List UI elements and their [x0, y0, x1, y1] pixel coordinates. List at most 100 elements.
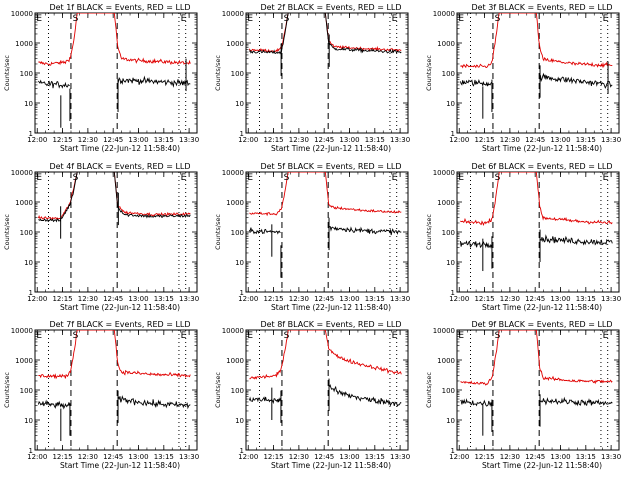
interval-letter: E [458, 331, 464, 341]
y-axis-label: Counts/sec [214, 55, 222, 91]
chart-panel: 1 10 100 1000 10000 12:00 12:15 12:30 12:45 13:00… [214, 320, 410, 470]
x-tick-label: 12:45 [103, 295, 123, 303]
y-tick-label: 1 [451, 130, 455, 138]
y-tick-label: 100 [231, 70, 244, 78]
series-line [460, 398, 493, 407]
interval-letter: S [284, 14, 290, 24]
x-tick-label: 12:00 [238, 295, 258, 303]
y-tick-label: 1 [29, 447, 33, 455]
y-tick-label: 1 [240, 130, 244, 138]
interval-letter: E [247, 14, 253, 24]
x-tick-label: 12:15 [474, 136, 494, 144]
x-tick-label: 13:30 [601, 136, 621, 144]
y-tick-label: 1 [29, 130, 33, 138]
series-line [248, 227, 281, 235]
x-axis-label: Start Time (22-Jun-12 11:58:40) [482, 461, 602, 470]
x-tick-label: 12:15 [263, 295, 283, 303]
series-line [249, 13, 402, 55]
x-tick-label: 12:30 [78, 295, 98, 303]
y-axis-label: Counts/sec [214, 214, 222, 250]
x-axis-label: Start Time (22-Jun-12 11:58:40) [271, 303, 391, 312]
x-tick-label: 13:15 [576, 453, 596, 461]
series-line [248, 13, 402, 53]
series-line [249, 330, 402, 380]
series-line [117, 395, 191, 410]
y-tick-label: 10 [235, 100, 244, 108]
y-tick-label: 1000 [226, 357, 244, 365]
x-tick-label: 12:45 [103, 136, 123, 144]
series-line [460, 13, 613, 69]
chart-title: Det 2f BLACK = Events, RED = LLD [260, 3, 401, 12]
interval-letter: E [36, 331, 42, 341]
x-axis-label: Start Time (22-Jun-12 11:58:40) [60, 461, 180, 470]
x-axis-label: Start Time (22-Jun-12 11:58:40) [271, 144, 391, 153]
y-axis-label: Counts/sec [3, 55, 11, 91]
chart-title: Det 5f BLACK = Events, RED = LLD [260, 162, 401, 171]
x-tick-label: 12:45 [314, 453, 334, 461]
y-tick-label: 10 [446, 100, 455, 108]
interval-letter: S [284, 331, 290, 341]
interval-letter: E [603, 14, 609, 24]
x-tick-label: 12:15 [474, 453, 494, 461]
chart-title: Det 8f BLACK = Events, RED = LLD [260, 320, 401, 329]
series-line [249, 172, 402, 217]
chart-title: Det 7f BLACK = Events, RED = LLD [49, 320, 190, 329]
x-tick-label: 12:30 [500, 136, 520, 144]
series-line [459, 79, 492, 87]
interval-letter: E [247, 173, 253, 183]
x-tick-label: 12:30 [289, 295, 309, 303]
y-tick-label: 1 [240, 447, 244, 455]
y-tick-label: 10000 [11, 10, 33, 18]
y-tick-label: 10 [24, 100, 33, 108]
series-line [37, 172, 191, 220]
series-line [37, 399, 71, 410]
series-line [248, 396, 282, 405]
y-tick-label: 10000 [433, 169, 455, 177]
x-tick-label: 12:45 [314, 136, 334, 144]
x-tick-label: 13:15 [154, 136, 174, 144]
x-tick-label: 12:00 [27, 295, 47, 303]
x-tick-label: 12:00 [27, 453, 47, 461]
x-axis-label: Start Time (22-Jun-12 11:58:40) [271, 461, 391, 470]
x-tick-label: 13:15 [576, 295, 596, 303]
y-axis-label: Counts/sec [3, 214, 11, 250]
interval-letter: S [73, 14, 79, 24]
x-axis-label: Start Time (22-Jun-12 11:58:40) [60, 144, 180, 153]
x-tick-label: 12:00 [238, 136, 258, 144]
chart-panel: 1 10 100 1000 10000 12:00 12:15 12:30 12:45 13:00… [3, 162, 199, 312]
y-axis-label: Counts/sec [425, 214, 433, 250]
x-tick-label: 13:15 [154, 295, 174, 303]
y-tick-label: 10000 [11, 169, 33, 177]
y-tick-label: 10000 [222, 327, 244, 335]
x-tick-label: 13:30 [601, 453, 621, 461]
chart-title: Det 6f BLACK = Events, RED = LLD [471, 162, 612, 171]
x-tick-label: 13:00 [339, 136, 359, 144]
interval-letter: E [392, 14, 398, 24]
x-tick-label: 12:30 [289, 453, 309, 461]
plot-frame [245, 329, 409, 451]
series-group [248, 172, 402, 278]
series-group [248, 13, 402, 76]
interval-letter: S [495, 331, 501, 341]
y-axis-label: Counts/sec [3, 372, 11, 408]
x-tick-label: 12:15 [474, 295, 494, 303]
y-tick-label: 10000 [433, 10, 455, 18]
chart-panel: 1 10 100 1000 10000 12:00 12:15 12:30 12:45 13:00… [3, 3, 199, 153]
series-line [38, 172, 191, 223]
interval-letter: E [392, 173, 398, 183]
y-tick-label: 1000 [437, 199, 455, 207]
x-tick-label: 13:00 [128, 136, 148, 144]
y-tick-label: 10 [235, 259, 244, 267]
x-tick-label: 13:30 [601, 295, 621, 303]
y-tick-label: 1000 [437, 40, 455, 48]
interval-letter: E [392, 331, 398, 341]
series-group [459, 172, 613, 272]
x-axis-label: Start Time (22-Jun-12 11:58:40) [60, 303, 180, 312]
series-group [38, 13, 191, 128]
x-tick-label: 12:45 [525, 295, 545, 303]
y-tick-label: 1 [451, 447, 455, 455]
y-tick-label: 100 [231, 387, 244, 395]
x-tick-label: 13:00 [339, 453, 359, 461]
x-tick-label: 12:45 [525, 136, 545, 144]
y-tick-label: 10 [446, 417, 455, 425]
